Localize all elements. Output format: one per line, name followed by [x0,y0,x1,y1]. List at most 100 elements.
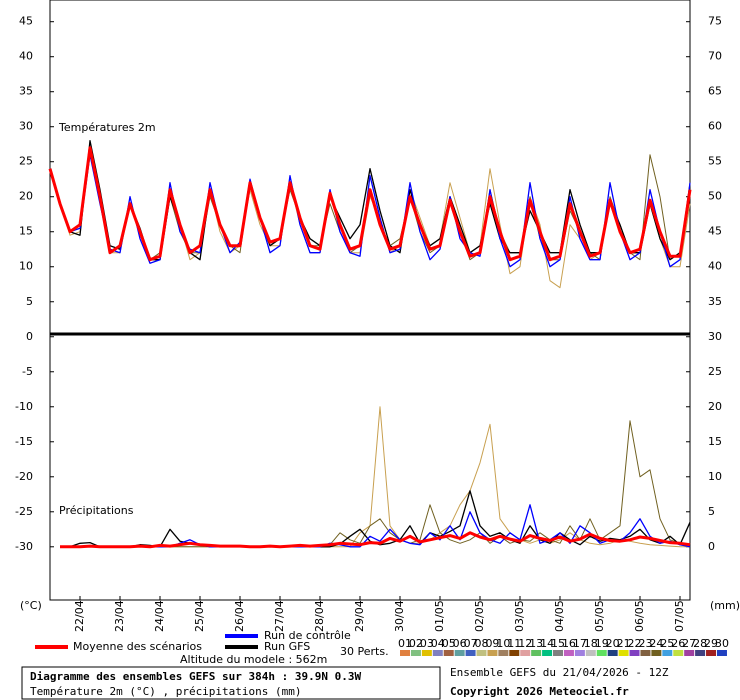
x-tick-label: 02/05 [473,600,486,632]
perturbation-label: 04 [431,637,445,650]
chart-title: Diagramme des ensembles GEFS sur 384h : … [30,670,362,683]
altitude: Altitude du modele : 562m [180,653,327,666]
perturbation-label: 21 [617,637,631,650]
y2-tick-label: 5 [708,505,715,518]
run-label: Ensemble GEFS du 21/04/2026 - 12Z [450,666,669,679]
perturbation-label: 02 [409,637,423,650]
x-tick-label: 27/04 [273,600,286,632]
y-tick-label: 0 [26,330,33,343]
info-box [21,666,441,700]
x-tick-label: 05/05 [593,600,606,632]
precipitation-label: Précipitations [59,504,134,517]
perturbation-swatch [607,650,618,656]
temperature-line [49,154,691,268]
y-tick-label: 35 [19,85,33,98]
perturbation-label: 10 [496,637,510,650]
x-tick-label: 30/04 [393,600,406,632]
x-tick-label: 07/05 [673,600,686,632]
perturbation-swatch [520,650,531,656]
copyright: Copyright 2026 Meteociel.fr [450,685,629,698]
y2-tick-label: 35 [708,295,722,308]
y2-tick-label: 20 [708,400,722,413]
temperature-line [48,146,692,262]
perturbation-label: 14 [540,637,554,650]
y2-tick-label: 45 [708,225,722,238]
perturbation-swatch [574,650,585,656]
perturbation-label: 07 [464,637,478,650]
perturbation-swatch [553,650,564,656]
perturbation-label: 28 [693,637,707,650]
y2-tick-label: 50 [708,190,722,203]
temperature-line [49,147,691,261]
perturbation-label: 05 [442,637,456,650]
perturbation-label: 19 [595,637,609,650]
y-tick-label: 5 [26,295,33,308]
y2-tick-label: 40 [708,260,722,273]
perturbation-swatch [673,650,684,656]
perturbation-swatch [716,650,727,656]
perturbation-swatch [421,650,432,656]
y-unit: (°C) [20,599,42,612]
perturbation-swatch [487,650,498,656]
y2-tick-label: 70 [708,50,722,63]
y-tick-label: 20 [19,190,33,203]
perturbation-label: 25 [660,637,674,650]
perturbation-label: 24 [649,637,663,650]
perturbation-swatch [706,650,717,656]
perturbation-swatch [465,650,476,656]
x-tick-label: 23/04 [113,600,126,632]
perturbation-label: 01 [398,637,412,650]
x-tick-label: 03/05 [513,600,526,632]
perturbation-label: 30 [715,637,729,650]
y2-tick-label: 25 [708,365,722,378]
perturbation-label: 17 [573,637,587,650]
y-tick-label: 30 [19,120,33,133]
perturbation-swatch [629,650,640,656]
x-tick-label: 28/04 [313,600,326,632]
y-tick-label: -25 [15,505,33,518]
precipitation-line [60,531,691,549]
perturbation-label: 13 [529,637,543,650]
perturbation-label: 06 [453,637,467,650]
x-tick-label: 22/04 [73,600,86,632]
perturbation-label: 16 [562,637,576,650]
y-tick-label: -20 [15,470,33,483]
perturbation-label: 15 [551,637,565,650]
perturbation-swatch [432,650,443,656]
x-tick-label: 24/04 [153,600,166,632]
perturbation-swatch [400,650,410,656]
y-tick-label: -10 [15,400,33,413]
perturbation-swatch [498,650,509,656]
perturbation-swatch [443,650,454,656]
plot-frame [49,0,691,601]
perturbation-swatch [410,650,421,656]
y-tick-label: 25 [19,155,33,168]
y2-tick-label: 75 [708,15,722,28]
perturbation-swatch [542,650,553,656]
perturbation-label: 29 [704,637,718,650]
perturbation-swatch [476,650,487,656]
legend-label: Run de contrôle [264,629,351,642]
perturbation-label: 12 [518,637,532,650]
x-tick-label: 04/05 [553,600,566,632]
y-tick-label: -15 [15,435,33,448]
x-tick-label: 01/05 [433,600,446,632]
perturbation-swatch [695,650,706,656]
y-tick-label: 45 [19,15,33,28]
perturbation-label: 20 [606,637,620,650]
x-tick-label: 25/04 [193,600,206,632]
y-tick-label: -5 [22,365,33,378]
perturbation-label: 11 [507,637,521,650]
chart-subtitle: Température 2m (°C) , précipitations (mm… [30,685,302,698]
y2-tick-label: 30 [708,330,722,343]
y2-tick-label: 10 [708,470,722,483]
perturbation-swatch [531,650,542,656]
perturbation-swatch [563,650,574,656]
perturbation-label: 22 [628,637,642,650]
legend-label: Run GFS [264,640,310,653]
perturbation-swatch [684,650,695,656]
temperature-label: Températures 2m [58,121,156,134]
precipitation-line [60,420,691,548]
y-tick-label: 10 [19,260,33,273]
